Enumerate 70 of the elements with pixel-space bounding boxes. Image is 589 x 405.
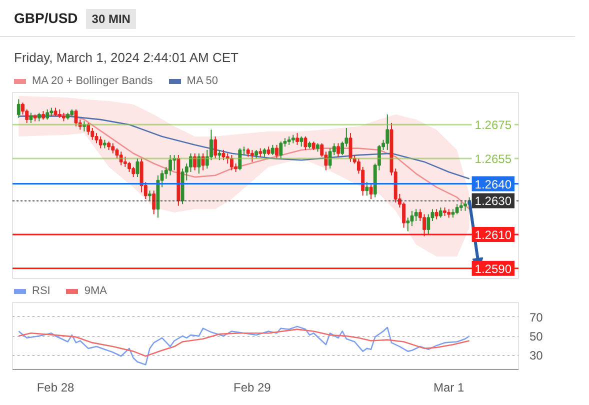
- chart-subtitle: Friday, March 1, 2024 2:44:01 AM CET: [13, 49, 240, 68]
- candlestick: [222, 149, 226, 161]
- candlestick: [111, 142, 115, 154]
- legend-label: 9MA: [83, 284, 107, 299]
- candlestick: [426, 214, 430, 236]
- line-series: [18, 328, 470, 357]
- candlestick: [152, 190, 156, 215]
- y-tick-label: 1.2675: [474, 118, 512, 132]
- candlestick: [464, 200, 467, 212]
- candlestick: [214, 136, 218, 159]
- text: 30 MIN: [86, 9, 136, 29]
- candlestick: [406, 217, 410, 232]
- x-tick-label: Feb 28: [36, 380, 75, 394]
- candlestick: [455, 204, 459, 215]
- y-tick-label: 1.2655: [474, 152, 512, 166]
- y-tick-label: 1.2590: [474, 262, 512, 276]
- candlestick: [148, 190, 152, 202]
- candlestick: [29, 112, 33, 124]
- candlestick: [218, 149, 222, 161]
- candlestick: [300, 136, 304, 148]
- candlestick: [275, 144, 278, 159]
- candlestick: [128, 161, 131, 172]
- candlestick: [250, 149, 254, 162]
- x-tick-label: Mar 1: [434, 380, 465, 394]
- candlestick: [86, 122, 90, 136]
- candlestick: [414, 208, 418, 222]
- candlestick: [365, 182, 369, 196]
- y-tick-label: 70: [530, 310, 544, 324]
- candlestick: [74, 108, 78, 127]
- candlestick: [82, 120, 86, 132]
- candlestick: [132, 166, 136, 178]
- legend-label: MA 20 + Bollinger Bands: [31, 74, 153, 89]
- candlestick: [386, 114, 390, 150]
- candlestick: [296, 132, 299, 146]
- candlestick: [410, 210, 414, 227]
- candlestick: [238, 148, 242, 171]
- candlestick: [193, 152, 197, 171]
- candlestick: [197, 152, 201, 174]
- legend-label: MA 50: [186, 74, 218, 89]
- candlestick: [46, 108, 50, 120]
- candlestick: [230, 154, 234, 171]
- y-tick-label: 50: [530, 330, 544, 344]
- candlestick: [270, 144, 274, 156]
- candlestick: [434, 208, 438, 220]
- candlestick: [369, 183, 373, 200]
- y-tick-label: 30: [530, 348, 544, 363]
- candlestick: [304, 136, 308, 150]
- candlestick: [279, 141, 283, 159]
- legend-label: RSI: [31, 284, 50, 299]
- candlestick: [123, 156, 127, 168]
- chart-title: GBP/USD: [14, 10, 78, 26]
- candlestick: [119, 151, 123, 166]
- candlestick: [94, 132, 98, 144]
- line-series: [18, 116, 470, 180]
- candlestick: [336, 142, 340, 158]
- y-tick-label: 1.2630: [474, 194, 512, 208]
- candlestick: [402, 202, 406, 228]
- candlestick: [16, 98, 20, 118]
- x-tick-label: Feb 29: [234, 380, 272, 394]
- y-tick-label: 1.2610: [474, 228, 512, 242]
- line-series: [18, 326, 470, 366]
- candlestick: [172, 154, 176, 171]
- candlestick: [98, 136, 102, 149]
- candlestick: [189, 152, 192, 172]
- candlestick: [340, 141, 344, 156]
- candlestick: [136, 158, 140, 178]
- candlestick: [438, 206, 442, 218]
- candlestick: [168, 154, 172, 176]
- y-tick-label: 1.2640: [474, 177, 512, 192]
- candlestick: [422, 214, 426, 237]
